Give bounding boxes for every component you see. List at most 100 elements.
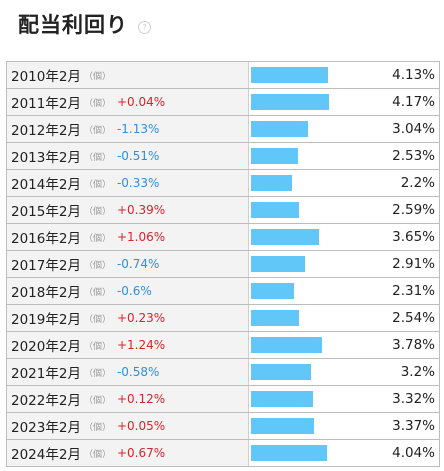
row-year: 2011年2月 [11, 96, 81, 112]
row-yield-value: 2.31% [369, 278, 439, 304]
yield-bar [251, 391, 313, 407]
row-unit: （個） [83, 449, 111, 460]
row-change: -0.51% [116, 149, 160, 163]
row-change: -0.74% [116, 257, 160, 271]
row-unit: （個） [83, 314, 111, 325]
row-year: 2017年2月 [11, 258, 81, 274]
row-bar-cell [249, 413, 369, 439]
row-bar-cell [249, 305, 369, 331]
row-unit: （個） [83, 287, 111, 298]
row-change: -0.6% [116, 284, 152, 298]
yield-bar [251, 94, 329, 110]
yield-bar [251, 256, 305, 272]
row-change: -0.33% [116, 176, 160, 190]
row-yield-value: 3.37% [369, 413, 439, 439]
row-label-cell: 2016年2月 （個） +1.06% [7, 224, 249, 250]
row-unit: （個） [83, 260, 111, 271]
row-year: 2012年2月 [11, 123, 81, 139]
row-bar-cell [249, 224, 369, 250]
row-label-cell: 2019年2月 （個） +0.23% [7, 305, 249, 331]
row-label-cell: 2023年2月 （個） +0.05% [7, 413, 249, 439]
row-yield-value: 4.17% [369, 89, 439, 115]
yield-bar [251, 175, 292, 191]
row-year: 2010年2月 [11, 69, 81, 85]
row-change: +0.23% [116, 311, 166, 325]
row-unit: （個） [83, 71, 111, 82]
row-change: +1.24% [116, 338, 166, 352]
row-yield-value: 3.65% [369, 224, 439, 250]
table-row: 2018年2月 （個） -0.6% 2.31% [6, 278, 440, 305]
row-yield-value: 3.78% [369, 332, 439, 358]
row-unit: （個） [83, 98, 111, 109]
row-label-cell: 2024年2月 （個） +0.67% [7, 440, 249, 466]
row-change: -0.58% [116, 365, 160, 379]
row-label-cell: 2020年2月 （個） +1.24% [7, 332, 249, 358]
row-unit: （個） [83, 152, 111, 163]
row-year: 2023年2月 [11, 420, 81, 436]
table-row: 2016年2月 （個） +1.06% 3.65% [6, 224, 440, 251]
row-year: 2018年2月 [11, 285, 81, 301]
row-yield-value: 3.04% [369, 116, 439, 142]
row-label-cell: 2010年2月 （個） [7, 62, 249, 88]
yield-bar [251, 445, 327, 461]
row-label-cell: 2022年2月 （個） +0.12% [7, 386, 249, 412]
row-yield-value: 3.32% [369, 386, 439, 412]
row-yield-value: 2.91% [369, 251, 439, 277]
table-row: 2013年2月 （個） -0.51% 2.53% [6, 143, 440, 170]
yield-bar [251, 121, 308, 137]
row-yield-value: 4.13% [369, 62, 439, 88]
row-label-cell: 2015年2月 （個） +0.39% [7, 197, 249, 223]
row-label-cell: 2011年2月 （個） +0.04% [7, 89, 249, 115]
table-row: 2012年2月 （個） -1.13% 3.04% [6, 116, 440, 143]
row-unit: （個） [83, 233, 111, 244]
yield-bar [251, 283, 294, 299]
row-yield-value: 4.04% [369, 440, 439, 466]
row-change: +0.12% [116, 392, 166, 406]
row-bar-cell [249, 386, 369, 412]
row-label-cell: 2018年2月 （個） -0.6% [7, 278, 249, 304]
row-change: +0.04% [116, 95, 166, 109]
table-row: 2023年2月 （個） +0.05% 3.37% [6, 413, 440, 440]
row-year: 2024年2月 [11, 447, 81, 463]
row-unit: （個） [83, 341, 111, 352]
row-change: +1.06% [116, 230, 166, 244]
row-bar-cell [249, 116, 369, 142]
yield-bar [251, 229, 319, 245]
yield-bar [251, 337, 322, 353]
row-label-cell: 2017年2月 （個） -0.74% [7, 251, 249, 277]
row-year: 2016年2月 [11, 231, 81, 247]
row-yield-value: 2.2% [369, 170, 439, 196]
row-year: 2021年2月 [11, 366, 81, 382]
row-bar-cell [249, 62, 369, 88]
dividend-yield-table: 2010年2月 （個） 4.13% 2011年2月 （個） +0.04% 4.17% 2012… [6, 61, 440, 467]
row-bar-cell [249, 143, 369, 169]
yield-bar [251, 310, 299, 326]
row-bar-cell [249, 359, 369, 385]
table-row: 2017年2月 （個） -0.74% 2.91% [6, 251, 440, 278]
table-row: 2021年2月 （個） -0.58% 3.2% [6, 359, 440, 386]
row-bar-cell [249, 89, 369, 115]
row-change: +0.39% [116, 203, 166, 217]
table-row: 2019年2月 （個） +0.23% 2.54% [6, 305, 440, 332]
row-bar-cell [249, 278, 369, 304]
yield-bar [251, 364, 311, 380]
row-change: -1.13% [116, 122, 160, 136]
table-row: 2024年2月 （個） +0.67% 4.04% [6, 440, 440, 467]
help-icon[interactable]: ? [138, 20, 151, 34]
row-year: 2014年2月 [11, 177, 81, 193]
row-bar-cell [249, 170, 369, 196]
table-row: 2022年2月 （個） +0.12% 3.32% [6, 386, 440, 413]
row-bar-cell [249, 197, 369, 223]
yield-bar [251, 67, 328, 83]
row-year: 2019年2月 [11, 312, 81, 328]
row-yield-value: 3.2% [369, 359, 439, 385]
row-unit: （個） [83, 179, 111, 190]
row-year: 2013年2月 [11, 150, 81, 166]
table-row: 2010年2月 （個） 4.13% [6, 62, 440, 89]
row-unit: （個） [83, 206, 111, 217]
yield-bar [251, 202, 299, 218]
table-row: 2020年2月 （個） +1.24% 3.78% [6, 332, 440, 359]
row-label-cell: 2013年2月 （個） -0.51% [7, 143, 249, 169]
row-year: 2015年2月 [11, 204, 81, 220]
row-change: +0.05% [116, 419, 166, 433]
